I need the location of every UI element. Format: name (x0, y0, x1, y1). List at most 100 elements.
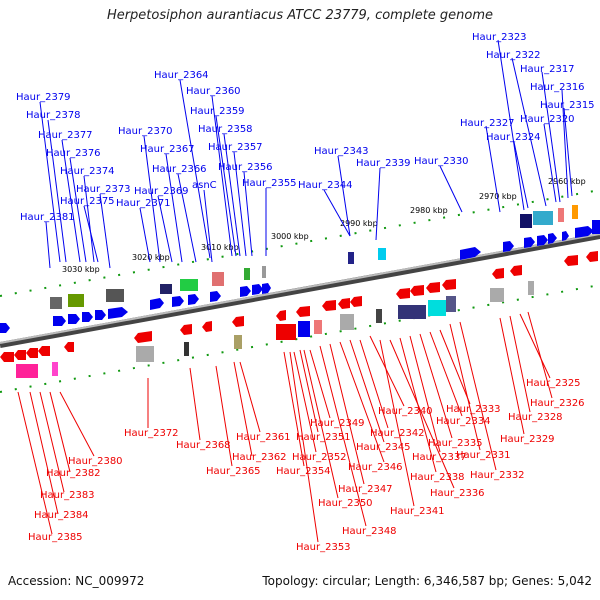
gene-box[interactable] (244, 268, 250, 280)
gene-label[interactable]: Haur_2326 (530, 398, 585, 409)
gene-label[interactable]: Haur_2330 (414, 156, 469, 167)
gene-label[interactable]: Haur_2383 (40, 490, 95, 501)
gene-box[interactable] (136, 346, 154, 362)
gene-label[interactable]: Haur_2336 (430, 488, 485, 499)
gene-box[interactable] (298, 321, 310, 337)
gene-label[interactable]: Haur_2371 (116, 198, 171, 209)
forward-gene-arrow[interactable] (548, 233, 557, 244)
gene-label[interactable]: Haur_2345 (356, 442, 411, 453)
reverse-gene-arrow[interactable] (350, 296, 362, 307)
forward-gene-arrow[interactable] (82, 312, 93, 322)
gene-box[interactable] (234, 335, 242, 349)
gene-label[interactable]: Haur_2365 (206, 466, 261, 477)
gene-label[interactable]: Haur_2333 (446, 404, 501, 415)
gene-box[interactable] (16, 364, 38, 378)
reverse-gene-arrow[interactable] (510, 265, 522, 276)
forward-gene-arrow[interactable] (172, 296, 184, 307)
gene-label[interactable]: Haur_2362 (232, 452, 287, 463)
reverse-gene-arrow[interactable] (410, 285, 424, 296)
gene-label[interactable]: Haur_2375 (60, 196, 115, 207)
gene-box[interactable] (212, 272, 224, 286)
gene-label[interactable]: Haur_2370 (118, 126, 173, 137)
gene-box[interactable] (314, 320, 322, 334)
gene-label[interactable]: Haur_2381 (20, 212, 75, 223)
gene-label[interactable]: Haur_2329 (500, 434, 555, 445)
gene-label[interactable]: Haur_2342 (370, 428, 425, 439)
reverse-gene-arrow[interactable] (134, 331, 152, 343)
gene-label[interactable]: Haur_2366 (152, 164, 207, 175)
reverse-gene-arrow[interactable] (38, 346, 50, 356)
reverse-gene-arrow[interactable] (426, 282, 440, 293)
gene-box[interactable] (52, 362, 58, 376)
gene-label[interactable]: Haur_2351 (296, 432, 351, 443)
gene-box[interactable] (68, 294, 84, 307)
forward-gene-arrow[interactable] (53, 316, 66, 326)
gene-label[interactable]: Haur_2348 (342, 526, 397, 537)
gene-label[interactable]: Haur_2382 (46, 468, 101, 479)
reverse-gene-arrow[interactable] (442, 279, 456, 290)
gene-label[interactable]: Haur_2360 (186, 86, 241, 97)
gene-label[interactable]: Haur_2373 (76, 184, 131, 195)
gene-label[interactable]: Haur_2339 (356, 158, 411, 169)
gene-label[interactable]: Haur_2354 (276, 466, 331, 477)
reverse-gene-arrow[interactable] (296, 306, 310, 317)
gene-label[interactable]: Haur_2353 (296, 542, 351, 553)
gene-label[interactable]: Haur_2352 (292, 452, 347, 463)
gene-label[interactable]: Haur_2358 (198, 124, 253, 135)
gene-label[interactable]: Haur_2331 (456, 450, 511, 461)
gene-box[interactable] (572, 205, 578, 219)
gene-label[interactable]: Haur_2372 (124, 428, 179, 439)
gene-label[interactable]: Haur_2315 (540, 100, 595, 111)
gene-label[interactable]: Haur_2377 (38, 130, 93, 141)
gene-label[interactable]: Haur_2384 (34, 510, 89, 521)
gene-label[interactable]: Haur_2317 (520, 64, 575, 75)
forward-gene-arrow[interactable] (575, 226, 594, 238)
gene-label[interactable]: Haur_2385 (28, 532, 83, 543)
forward-gene-arrow[interactable] (240, 286, 251, 297)
gene-label[interactable]: Haur_2332 (470, 470, 525, 481)
gene-box[interactable] (446, 296, 456, 312)
gene-box[interactable] (428, 300, 446, 316)
gene-box[interactable] (378, 248, 386, 260)
gene-label[interactable]: Haur_2368 (176, 440, 231, 451)
gene-label[interactable]: asnC (192, 180, 217, 191)
gene-label[interactable]: Haur_2327 (460, 118, 515, 129)
forward-gene-arrow[interactable] (108, 307, 128, 319)
gene-label[interactable]: Haur_2323 (472, 32, 527, 43)
reverse-gene-arrow[interactable] (276, 310, 286, 321)
gene-label[interactable]: Haur_2364 (154, 70, 209, 81)
gene-label[interactable]: Haur_2359 (190, 106, 245, 117)
gene-label[interactable]: Haur_2328 (508, 412, 563, 423)
gene-label[interactable]: Haur_2316 (530, 82, 585, 93)
gene-label[interactable]: Haur_2341 (390, 506, 445, 517)
gene-label[interactable]: Haur_2361 (236, 432, 291, 443)
gene-label[interactable]: Haur_2320 (520, 114, 575, 125)
gene-label[interactable]: Haur_2347 (338, 484, 393, 495)
gene-label[interactable]: Haur_2325 (526, 378, 581, 389)
gene-box[interactable] (348, 252, 354, 264)
reverse-gene-arrow[interactable] (0, 352, 14, 362)
gene-box[interactable] (106, 289, 124, 302)
gene-label[interactable]: Haur_2379 (16, 92, 71, 103)
reverse-gene-arrow[interactable] (180, 324, 192, 335)
reverse-gene-arrow[interactable] (202, 321, 212, 332)
forward-gene-arrow[interactable] (68, 314, 80, 324)
gene-box[interactable] (262, 266, 266, 278)
reverse-gene-arrow[interactable] (338, 298, 350, 309)
gene-box[interactable] (276, 324, 296, 340)
gene-label[interactable]: Haur_2344 (298, 180, 353, 191)
reverse-gene-arrow[interactable] (586, 251, 598, 262)
gene-label[interactable]: Haur_2367 (140, 144, 195, 155)
gene-label[interactable]: Haur_2357 (208, 142, 263, 153)
gene-label[interactable]: Haur_2350 (318, 498, 373, 509)
gene-label[interactable]: Haur_2376 (46, 148, 101, 159)
forward-gene-arrow[interactable] (95, 310, 106, 320)
gene-box[interactable] (592, 220, 600, 234)
forward-gene-arrow[interactable] (262, 283, 271, 294)
reverse-gene-arrow[interactable] (64, 342, 74, 352)
forward-gene-arrow[interactable] (0, 323, 10, 333)
gene-label[interactable]: Haur_2356 (218, 162, 273, 173)
gene-label[interactable]: Haur_2335 (428, 438, 483, 449)
gene-box[interactable] (528, 281, 534, 295)
forward-gene-arrow[interactable] (524, 237, 535, 248)
